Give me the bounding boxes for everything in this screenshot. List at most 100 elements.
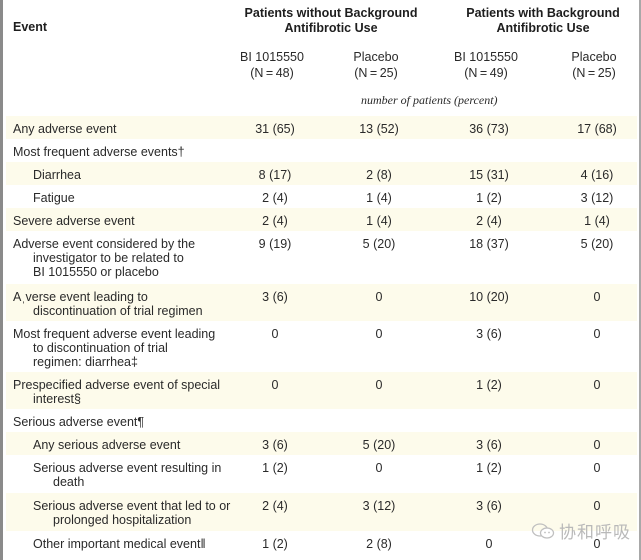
cell-placebo-without: 0 [375, 290, 383, 304]
row-label: Diarrhea [33, 168, 248, 182]
row-label-line: Adverse event considered by the [13, 237, 196, 251]
cell-bi-without: 1 (2) [262, 461, 288, 475]
cell-bi-with: 3 (6) [476, 499, 502, 513]
cell-placebo-with: 1 (4) [584, 214, 610, 228]
arm-n: (N = 48) [250, 66, 294, 80]
cell-bi-with: 15 (31) [469, 168, 509, 182]
arm-name: Placebo [571, 50, 617, 64]
row-label-line: Most frequent adverse events† [13, 145, 185, 159]
table-row: Serious adverse event that led to or pro… [6, 493, 637, 531]
row-label: Prespecified adverse event of special in… [13, 378, 228, 406]
table-row: Other important medical event‖ 1 (2) 2 (… [6, 531, 637, 560]
cell-placebo-without: 1 (4) [366, 214, 392, 228]
cell-bi-with: 18 (37) [469, 237, 509, 251]
cell-placebo-with: 0 [593, 537, 601, 551]
row-label-line: Most frequent adverse event leading [13, 327, 216, 341]
cell-bi-with: 10 (20) [469, 290, 509, 304]
row-label-line: investigator to be related to [33, 251, 184, 265]
table-row: Aˌverse event leading to discontinuation… [6, 284, 637, 321]
row-label-line: Severe adverse event [13, 214, 135, 228]
table-row: Serious adverse event resulting in death… [6, 455, 637, 493]
row-label: Most frequent adverse event leading to d… [13, 327, 228, 369]
units-caption: number of patients (percent) [361, 93, 498, 107]
arm-name: Placebo [353, 50, 399, 64]
cell-placebo-with: 5 (20) [580, 237, 614, 251]
cell-bi-without: 3 (6) [262, 438, 288, 452]
cell-placebo-with: 0 [593, 438, 601, 452]
cell-placebo-without: 2 (8) [366, 168, 392, 182]
cell-bi-with: 3 (6) [476, 438, 502, 452]
arm-header-placebo-with: Placebo (N = 25) [539, 49, 641, 81]
cell-bi-with: 0 [485, 537, 493, 551]
cell-placebo-with: 17 (68) [577, 122, 617, 136]
row-label-line: Any serious adverse event [33, 438, 181, 452]
cell-bi-without: 9 (19) [258, 237, 292, 251]
cell-bi-without: 2 (4) [262, 499, 288, 513]
cell-bi-without: 31 (65) [255, 122, 295, 136]
cell-bi-without: 2 (4) [262, 214, 288, 228]
cell-placebo-without: 5 (20) [362, 438, 396, 452]
cell-placebo-without: 5 (20) [362, 237, 396, 251]
cell-placebo-with: 0 [593, 461, 601, 475]
arm-header-placebo-without: Placebo (N = 25) [321, 49, 431, 81]
row-label: Severe adverse event [13, 214, 228, 228]
table-row: Any serious adverse event 3 (6) 5 (20) 3… [6, 432, 637, 455]
row-label-line: Fatigue [33, 191, 75, 205]
table-row: Severe adverse event 2 (4) 1 (4) 2 (4) 1… [6, 208, 637, 231]
cell-bi-with: 36 (73) [469, 122, 509, 136]
group-header-line: Patients with Background [466, 6, 620, 20]
row-label-line: Any adverse event [13, 122, 117, 136]
cell-placebo-with: 0 [593, 290, 601, 304]
watermark-text: 协和呼吸 [559, 523, 631, 543]
row-label-line: interest§ [33, 392, 81, 406]
group-header-line: Patients without Background [244, 6, 418, 20]
row-label-line: to discontinuation of trial [33, 341, 168, 355]
row-label: Serious adverse event that led to or pro… [33, 499, 248, 527]
row-label: Any adverse event [13, 122, 228, 136]
watermark: 协和呼吸 [531, 518, 631, 543]
cell-placebo-with: 0 [593, 327, 601, 341]
table-row: Adverse event considered by the investig… [6, 231, 637, 284]
group-header-with-antifibrotic: Patients with Background Antifibrotic Us… [443, 6, 641, 36]
row-label-line: BI 1015550 or placebo [33, 265, 159, 279]
table-row: Any adverse event 31 (65) 13 (52) 36 (73… [6, 116, 637, 139]
arm-n: (N = 49) [464, 66, 508, 80]
row-label-line: Serious adverse event that led to or [33, 499, 231, 513]
row-label: Any serious adverse event [33, 438, 248, 452]
cell-bi-with: 1 (2) [476, 378, 502, 392]
group-header-line: Antifibrotic Use [284, 21, 378, 35]
cell-bi-without: 3 (6) [262, 290, 288, 304]
table-row: Prespecified adverse event of special in… [6, 372, 637, 409]
cell-placebo-without: 0 [375, 461, 383, 475]
cell-bi-without: 1 (2) [262, 537, 288, 551]
row-label-line: death [53, 475, 85, 489]
row-label: Serious adverse event resulting in death [33, 461, 248, 489]
row-label: Serious adverse event¶ [13, 415, 228, 429]
cell-bi-without: 0 [271, 327, 279, 341]
arm-header-bi-with: BI 1015550 (N = 49) [431, 49, 541, 81]
cell-bi-with: 1 (2) [476, 191, 502, 205]
table-row: Diarrhea 8 (17) 2 (8) 15 (31) 4 (16) [6, 162, 637, 185]
cell-placebo-with: 3 (12) [580, 191, 614, 205]
cell-placebo-without: 0 [375, 327, 383, 341]
table-row-section: Most frequent adverse events† [6, 139, 637, 162]
row-label: Other important medical event‖ [33, 537, 248, 551]
cell-placebo-without: 2 (8) [366, 537, 392, 551]
row-label-line: regimen: diarrhea‡ [33, 355, 138, 369]
row-label-line: Aˌverse event leading to [13, 290, 148, 304]
row-label: Aˌverse event leading to discontinuation… [13, 290, 228, 318]
row-label-line: discontinuation of trial regimen [33, 304, 203, 318]
row-label: Most frequent adverse events† [13, 145, 228, 159]
arm-n: (N = 25) [354, 66, 398, 80]
group-header-line: Antifibrotic Use [496, 21, 590, 35]
cell-placebo-with: 4 (16) [580, 168, 614, 182]
cell-placebo-without: 0 [375, 378, 383, 392]
arm-n: (N = 25) [572, 66, 616, 80]
cell-placebo-with: 0 [593, 378, 601, 392]
row-label-line: Other important medical event‖ [33, 537, 206, 551]
row-label-line: prolonged hospitalization [53, 513, 192, 527]
arm-name: BI 1015550 [454, 50, 518, 64]
group-header-without-antifibrotic: Patients without Background Antifibrotic… [231, 6, 431, 36]
cell-bi-with: 2 (4) [476, 214, 502, 228]
